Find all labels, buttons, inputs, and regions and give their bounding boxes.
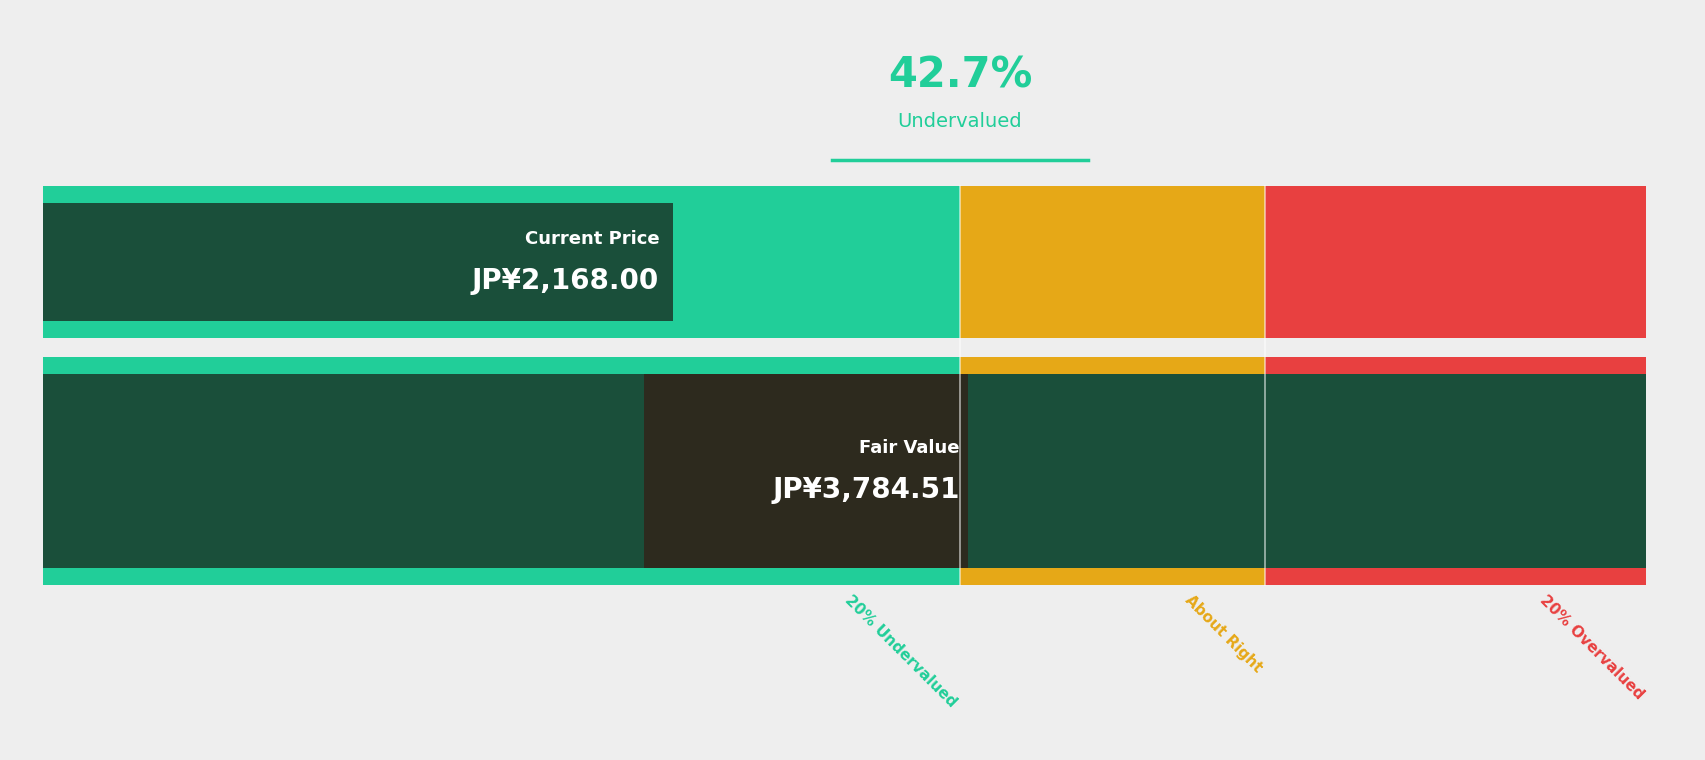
Text: JP¥3,784.51: JP¥3,784.51 [772, 477, 960, 504]
Bar [43, 374, 1645, 568]
Bar [960, 357, 1263, 585]
Text: Undervalued: Undervalued [897, 112, 1021, 131]
Text: Fair Value: Fair Value [859, 439, 960, 458]
Text: About Right: About Right [1182, 593, 1263, 676]
Text: 20% Undervalued: 20% Undervalued [842, 593, 960, 711]
Bar [43, 357, 960, 585]
Text: Current Price: Current Price [525, 230, 658, 249]
Bar [1263, 357, 1645, 585]
Bar [644, 374, 968, 568]
Bar [43, 186, 960, 338]
Bar [43, 203, 672, 321]
Text: JP¥2,168.00: JP¥2,168.00 [472, 268, 658, 295]
Text: 20% Overvalued: 20% Overvalued [1536, 593, 1645, 702]
Bar [1263, 186, 1645, 338]
Bar [960, 186, 1263, 338]
Text: 42.7%: 42.7% [887, 55, 1032, 97]
